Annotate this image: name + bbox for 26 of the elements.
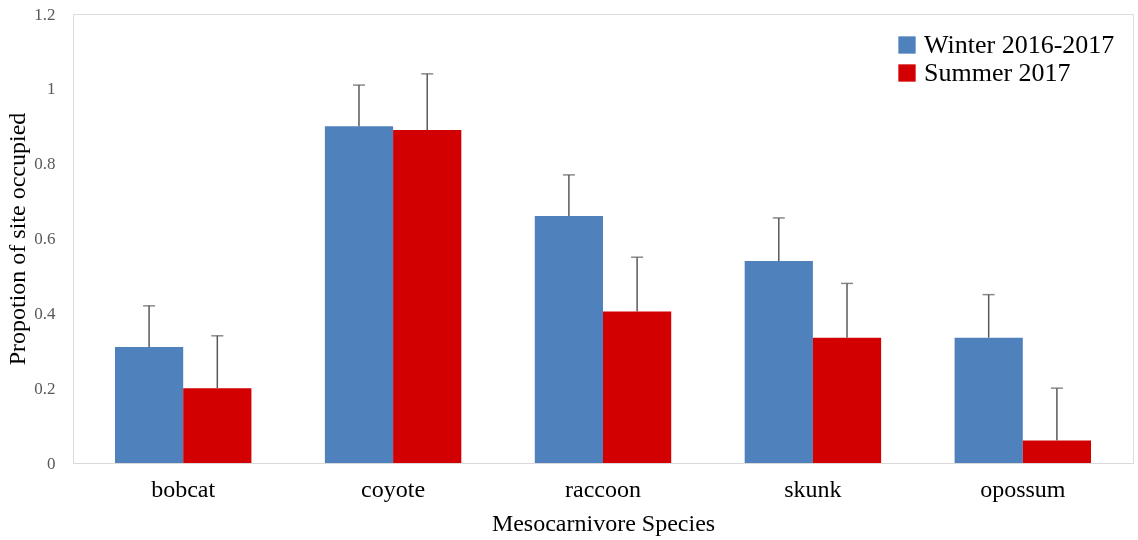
bar [114,347,184,463]
y-tick-label: 0.4 [34,303,56,323]
bar [1022,440,1092,463]
y-tick-label: 0.6 [34,229,56,248]
x-tick-label: raccoon [565,475,641,502]
y-tick-label: 0.2 [34,378,56,398]
y-tick-label: 1.2 [34,4,56,24]
y-tick-label: 0 [47,453,56,473]
legend-label: Summer 2017 [924,58,1071,87]
bar [324,126,394,463]
bar [183,388,252,463]
x-tick-label: bobcat [151,475,216,502]
legend-label: Winter 2016-2017 [924,30,1115,59]
bar [954,337,1023,463]
x-tick-label: skunk [784,475,842,502]
y-tick-label: 1 [47,79,56,99]
bar [603,311,672,463]
y-axis-title: Propotion of site occupied [4,112,31,366]
x-tick-label: opossum [980,475,1066,502]
bar [744,260,813,463]
bar [393,129,462,463]
x-tick-label: coyote [361,475,426,502]
x-axis-title: Mesocarnivore Species [491,509,716,536]
bar [812,337,882,463]
y-tick-label: 0.8 [34,154,56,174]
bar [534,216,603,463]
